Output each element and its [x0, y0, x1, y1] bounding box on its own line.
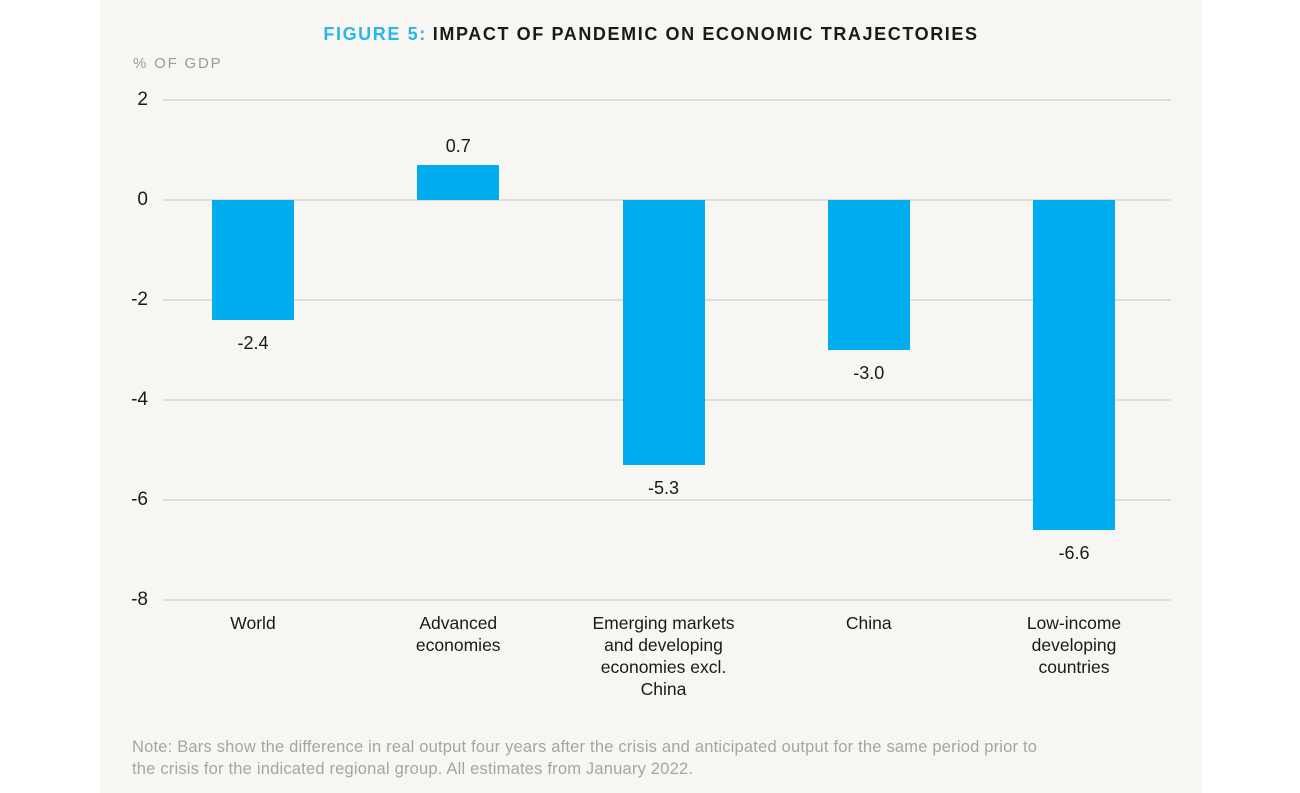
- bar: [622, 200, 705, 465]
- category-label: Emerging markets and developing economie…: [592, 613, 735, 699]
- y-tick-label: -4: [131, 389, 148, 410]
- footnote: Note: Bars show the difference in real o…: [132, 738, 1038, 778]
- bar: [417, 165, 500, 200]
- y-tick-label: -6: [131, 489, 148, 510]
- bar-value-label: 0.7: [445, 136, 471, 156]
- figure-number-label: FIGURE 5:: [323, 24, 427, 44]
- y-tick-label: -2: [131, 289, 148, 310]
- chart-title: FIGURE 5: IMPACT OF PANDEMIC ON ECONOMIC …: [100, 24, 1202, 45]
- gridline: [163, 99, 1171, 101]
- gridline: [163, 499, 1171, 501]
- chart-title-text: IMPACT OF PANDEMIC ON ECONOMIC TRAJECTOR…: [432, 24, 979, 44]
- y-axis-unit-label: % OF GDP: [133, 55, 223, 72]
- bar-value-label: -2.4: [237, 333, 269, 353]
- category-label: Advanced economies: [415, 613, 501, 655]
- bar-chart: 2 0 -2 -4 -6 -8 -2.4 World 0.7 Advanced economies…: [100, 0, 1202, 793]
- bar-value-label: -3.0: [853, 363, 885, 383]
- category-label: World: [230, 613, 276, 633]
- category-label: China: [845, 613, 892, 633]
- gridline: [163, 599, 1171, 601]
- y-tick-label: 0: [137, 189, 148, 210]
- bar-value-label: -6.6: [1058, 543, 1090, 563]
- bar: [827, 200, 910, 350]
- y-tick-label: -8: [131, 589, 148, 610]
- bar-value-label: -5.3: [647, 478, 680, 498]
- bar: [1033, 200, 1115, 530]
- y-tick-label: 2: [137, 89, 148, 110]
- chart-panel: FIGURE 5: IMPACT OF PANDEMIC ON ECONOMIC …: [100, 0, 1202, 793]
- bar: [212, 200, 294, 320]
- category-label: Low-income developing countries: [1026, 613, 1122, 677]
